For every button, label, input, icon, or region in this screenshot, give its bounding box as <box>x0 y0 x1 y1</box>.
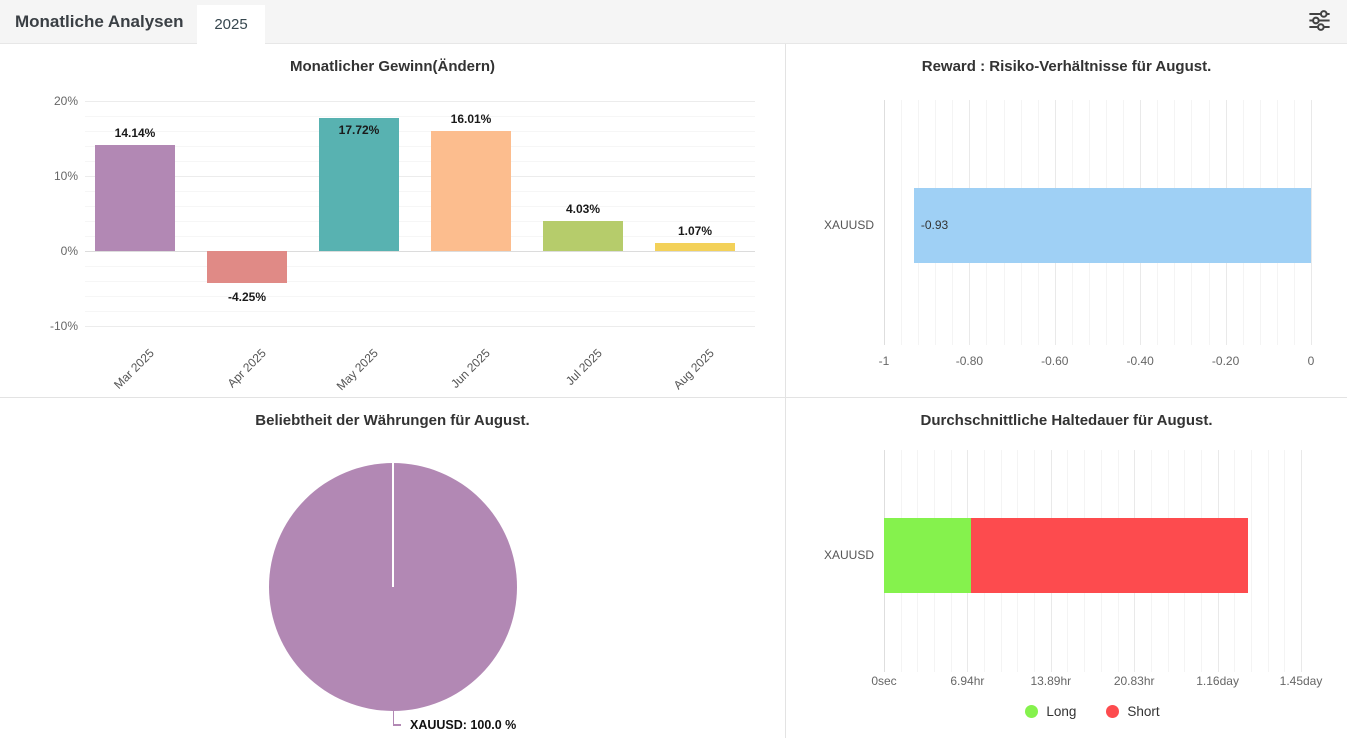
panel-monthly-profit: Monatlicher Gewinn(Ändern) 20% 10% 0% -10% 1… <box>0 44 786 398</box>
gridline-minor <box>1250 450 1252 672</box>
gridline-minor <box>85 236 755 237</box>
gridline-minor <box>901 100 903 345</box>
filter-button[interactable] <box>1303 7 1335 39</box>
y-axis-category-label: XAUUSD <box>823 548 874 562</box>
chart-title-currency-popularity: Beliebtheit der Währungen für August. <box>255 412 530 429</box>
header-bar: Monatliche Analysen 2025 <box>0 0 1347 45</box>
chart-title-monthly-profit: Monatlicher Gewinn(Ändern) <box>289 58 495 75</box>
legend-label: Short <box>1127 704 1160 719</box>
bar-value-label: -0.93 <box>920 218 949 232</box>
panel-avg-holding: Durchschnittliche Haltedauer für August.… <box>786 398 1347 738</box>
bar-segment-short[interactable] <box>970 518 1248 593</box>
x-axis-tick-label: -0.40 <box>1126 354 1154 368</box>
gridline-minor <box>85 161 755 162</box>
reward-risk-plot: -0.93 XAUUSD -1 -0.80 -0.60 -0.40 -0.20 0 <box>786 44 1347 397</box>
bar-value-label: 4.03% <box>565 201 601 216</box>
gridline-minor <box>85 296 755 297</box>
panel-reward-risk: Reward : Risiko-Verhältnisse für August.… <box>786 44 1347 398</box>
chart-title-avg-holding: Durchschnittliche Haltedauer für August. <box>920 412 1213 429</box>
y-axis-tick-label: 0% <box>60 244 78 258</box>
bar-may-2025[interactable] <box>319 118 399 251</box>
gridline-minor <box>85 146 755 147</box>
bar-value-label: 16.01% <box>450 111 492 126</box>
gridline-minor <box>85 131 755 132</box>
gridline-minor <box>85 266 755 267</box>
gridline-minor <box>85 116 755 117</box>
x-axis-tick-label: 13.89hr <box>1030 674 1072 688</box>
gridline-major <box>85 326 755 327</box>
gridline-minor <box>85 311 755 312</box>
bar-apr-2025[interactable] <box>207 251 287 283</box>
gridline-minor <box>85 206 755 207</box>
x-axis-tick-label: 20.83hr <box>1113 674 1155 688</box>
x-axis-tick-label: 1.45day <box>1279 674 1323 688</box>
gridline-minor <box>85 221 755 222</box>
gridline-major <box>1311 100 1312 345</box>
x-axis-tick-label: 6.94hr <box>950 674 985 688</box>
x-axis-tick-label: -0.80 <box>955 354 984 368</box>
gridline-major <box>85 101 755 102</box>
pie-callout-line <box>392 711 394 725</box>
bar-value-label: 14.14% <box>114 125 156 140</box>
legend-item-short[interactable]: Short <box>1106 704 1160 719</box>
legend-dot-short <box>1106 705 1120 718</box>
pie-callout-line <box>392 724 401 726</box>
legend-label: Long <box>1046 704 1077 719</box>
y-axis-tick-label: 20% <box>53 94 78 108</box>
x-axis-tick-label: 0 <box>1307 354 1315 368</box>
x-axis-tick-label: -0.60 <box>1041 354 1069 368</box>
gridline-minor <box>85 281 755 282</box>
gridline-minor <box>1284 450 1286 672</box>
bar-value-label: 1.07% <box>677 223 713 238</box>
x-axis-tick-label: -1 <box>878 354 890 368</box>
gridline-major <box>884 100 885 345</box>
gridline-major <box>85 176 755 177</box>
x-axis-tick-label: -0.20 <box>1211 354 1240 368</box>
avg-holding-plot: XAUUSD 0sec 6.94hr 13.89hr 20.83hr 1.16day 1.4… <box>786 398 1347 738</box>
bar-value-label: -4.25% <box>227 289 267 304</box>
bar-jun-2025[interactable] <box>431 130 511 251</box>
bar-jul-2025[interactable] <box>543 220 623 251</box>
bar-value-label: 17.72% <box>338 123 380 138</box>
page-title: Monatliche Analysen <box>15 12 184 31</box>
bar-xauusd[interactable] <box>913 188 1311 263</box>
y-axis-tick-label: 10% <box>53 169 78 183</box>
panel-currency-popularity: Beliebtheit der Währungen für August. XA… <box>0 398 786 738</box>
currency-popularity-plot: XAUUSD: 100.0 % <box>0 398 785 738</box>
gridline-major <box>1301 450 1302 672</box>
bar-mar-2025[interactable] <box>95 144 175 251</box>
gridline-minor <box>85 191 755 192</box>
gridline-major <box>85 251 755 252</box>
legend-item-long[interactable]: Long <box>1025 704 1076 719</box>
pie-slice-label: XAUUSD: 100.0 % <box>410 718 517 732</box>
pie-slice-divider <box>392 463 394 587</box>
chart-title-reward-risk: Reward : Risiko-Verhältnisse für August. <box>921 58 1212 75</box>
bar-aug-2025[interactable] <box>655 242 735 251</box>
chart-legend: Long Short <box>884 704 1301 719</box>
monthly-profit-plot: 20% 10% 0% -10% 14.14% Mar 2025 -4.25% Apr 2025… <box>0 44 785 397</box>
x-axis-tick-label: 0sec <box>871 674 897 688</box>
y-axis-tick-label: -10% <box>49 319 78 333</box>
x-axis-tick-label: 1.16day <box>1196 674 1239 688</box>
y-axis-category-label: XAUUSD <box>823 218 874 232</box>
sliders-icon <box>1306 7 1333 39</box>
gridline-minor <box>1267 450 1269 672</box>
tab-2025[interactable]: 2025 <box>197 5 265 45</box>
legend-dot-long <box>1025 705 1039 718</box>
bar-segment-long[interactable] <box>884 518 971 593</box>
